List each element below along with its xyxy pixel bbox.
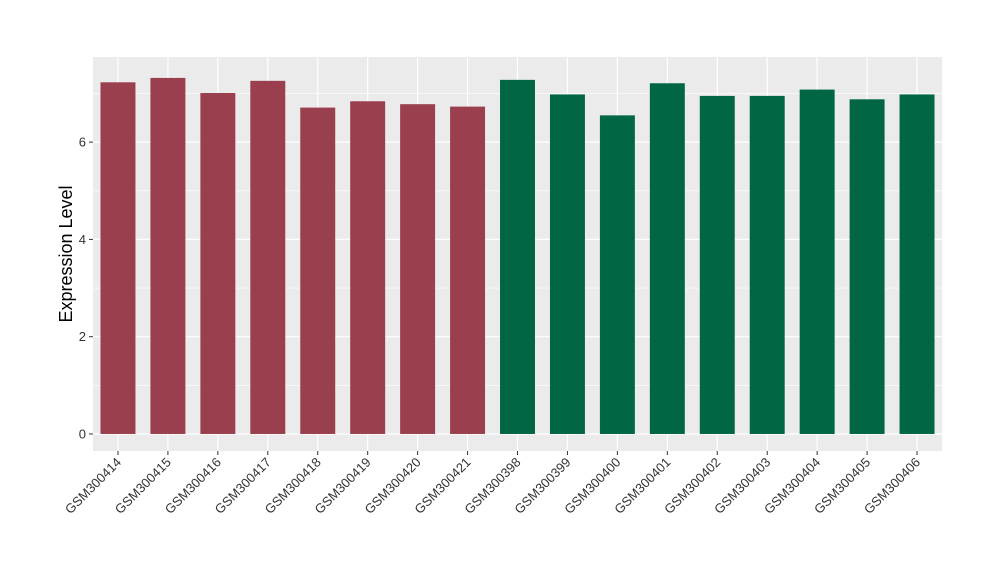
y-axis-title: Expression Level bbox=[56, 185, 76, 322]
y-tick-label: 4 bbox=[79, 232, 86, 247]
bar-GSM300421 bbox=[450, 106, 486, 434]
bar-GSM300405 bbox=[849, 99, 885, 434]
bar-GSM300406 bbox=[899, 94, 935, 434]
bar-GSM300415 bbox=[150, 77, 186, 434]
y-axis: 0 2 4 6 bbox=[79, 135, 93, 441]
bar-GSM300402 bbox=[699, 95, 735, 434]
bar-GSM300401 bbox=[649, 83, 685, 434]
bar-GSM300420 bbox=[400, 104, 436, 434]
y-tick-label: 6 bbox=[79, 135, 86, 150]
x-axis: GSM300414GSM300415GSM300416GSM300417GSM3… bbox=[62, 451, 923, 517]
bar-GSM300417 bbox=[250, 80, 286, 434]
y-tick-label: 2 bbox=[79, 329, 86, 344]
bar-GSM300419 bbox=[350, 101, 386, 434]
bar-GSM300403 bbox=[749, 95, 785, 434]
bar-GSM300404 bbox=[799, 89, 835, 434]
bar-GSM300399 bbox=[549, 94, 585, 434]
bar-GSM300414 bbox=[100, 82, 136, 434]
y-tick-label: 0 bbox=[79, 426, 86, 441]
bar-GSM300400 bbox=[599, 115, 635, 434]
bars bbox=[100, 77, 935, 434]
bar-GSM300398 bbox=[500, 79, 535, 434]
bar-GSM300416 bbox=[200, 92, 236, 434]
bar-GSM300418 bbox=[300, 107, 336, 434]
